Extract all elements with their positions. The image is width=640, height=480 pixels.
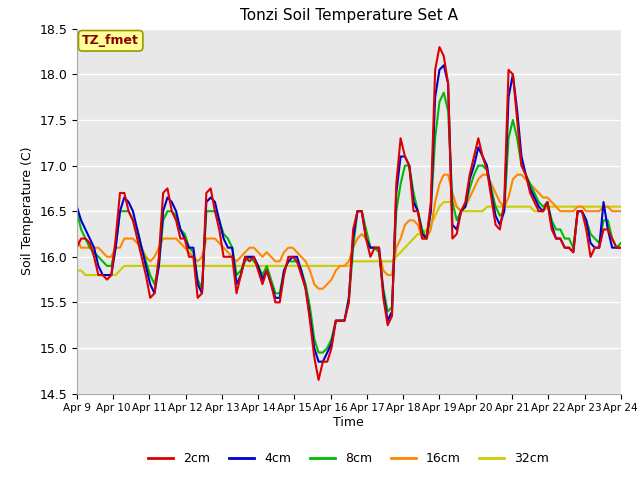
Title: Tonzi Soil Temperature Set A: Tonzi Soil Temperature Set A (240, 9, 458, 24)
X-axis label: Time: Time (333, 416, 364, 429)
Y-axis label: Soil Temperature (C): Soil Temperature (C) (20, 147, 34, 276)
Legend: 2cm, 4cm, 8cm, 16cm, 32cm: 2cm, 4cm, 8cm, 16cm, 32cm (143, 447, 554, 470)
Text: TZ_fmet: TZ_fmet (82, 34, 139, 47)
